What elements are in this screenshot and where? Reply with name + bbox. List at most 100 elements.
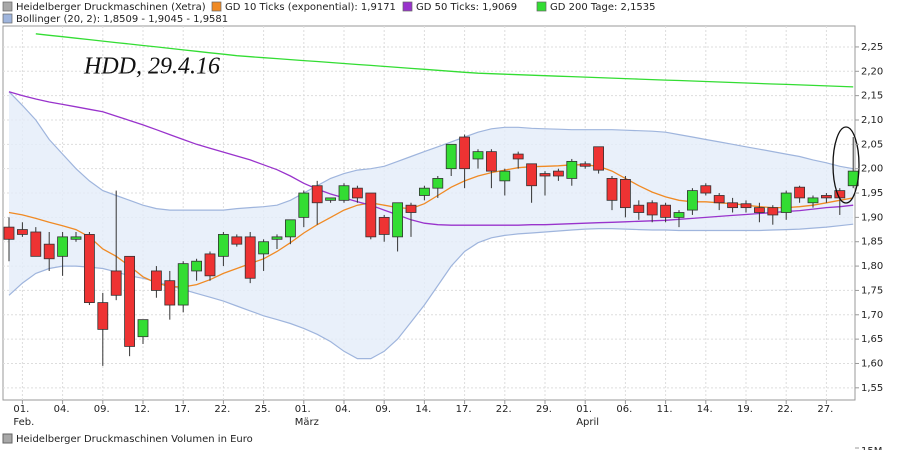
x-tick-label: 22. (496, 404, 512, 415)
x-tick-label: 11. (657, 404, 673, 415)
highlight-ellipse (832, 126, 860, 204)
average-line (8, 164, 854, 288)
candle-body (392, 202, 404, 238)
candle-body (325, 197, 337, 201)
candle-body (847, 170, 859, 187)
candle-body (780, 192, 792, 213)
average-line (35, 33, 854, 88)
candle-body (217, 234, 229, 257)
y-tick-label: 1,70 (861, 310, 883, 321)
annotation: HDD, 29.4.16 (83, 54, 220, 80)
y-tick-label: 1,85 (861, 237, 883, 248)
candle-body (164, 280, 176, 306)
x-tick-label: 29. (536, 404, 552, 415)
legend-swatch (211, 1, 222, 12)
y-tick-label: 1,80 (861, 261, 883, 272)
y-tick-label: 2,15 (861, 91, 883, 102)
legend-swatch (2, 1, 13, 12)
candle-body (298, 192, 310, 218)
candle-body (378, 216, 390, 235)
candle-body (110, 270, 122, 296)
candle-body (97, 302, 109, 330)
x-tick-label: 04. (335, 404, 351, 415)
candle-body (70, 236, 82, 240)
candle-body (30, 231, 42, 257)
candle-body (794, 186, 805, 199)
candle-body (459, 136, 471, 170)
candle-body (3, 226, 15, 240)
x-tick-label: 14. (415, 404, 431, 415)
legend-swatch (536, 1, 547, 12)
candle-body (405, 204, 417, 213)
y-tick-label: 2,05 (861, 139, 883, 150)
candle-body (43, 243, 55, 260)
legend-label: GD 10 Ticks (exponential): 1,9171 (225, 2, 396, 13)
candle-body (351, 187, 363, 199)
candle-body (191, 260, 203, 272)
candle-body (807, 197, 819, 204)
candle-body (244, 236, 256, 279)
legend-swatch (402, 1, 413, 12)
candle-body (754, 207, 765, 213)
x-tick-label: 14. (697, 404, 713, 415)
x-tick-label: 04. (54, 404, 70, 415)
candle-body (593, 146, 604, 171)
x-tick-label: 27. (817, 404, 833, 415)
candle-body (821, 195, 832, 199)
candle-body (606, 178, 618, 201)
candle-body (660, 204, 671, 218)
candle-body (472, 151, 484, 160)
candle-body (150, 270, 162, 291)
candle-body (539, 173, 551, 177)
candle-body (767, 207, 779, 216)
x-tick-label: 01. April (576, 404, 599, 428)
candle-body (271, 236, 283, 240)
candle-body (418, 187, 430, 196)
candle-body (633, 204, 645, 213)
candle-body (727, 202, 738, 209)
bollinger-band (9, 91, 854, 359)
y-tick-label: 1,95 (861, 188, 883, 199)
candle-body (687, 190, 698, 211)
candle-body (231, 236, 243, 245)
y-tick-label: 2,10 (861, 115, 883, 126)
y-tick-label: 1,65 (861, 334, 883, 345)
y-tick-label: 2,25 (861, 42, 883, 53)
candle-body (499, 170, 511, 182)
legend-swatch (2, 13, 13, 24)
candle-body (620, 178, 631, 209)
plot-layer (3, 26, 859, 400)
x-tick-label: 25. (255, 404, 271, 415)
candle-body (512, 153, 524, 160)
x-tick-label: 22. (777, 404, 793, 415)
y-tick-label: 2,00 (861, 164, 883, 175)
candle-body (485, 151, 497, 172)
candle-body (365, 192, 377, 238)
candle-body (713, 195, 725, 204)
y-tick-label: 2,20 (861, 66, 883, 77)
candle-body (84, 234, 95, 304)
candle-body (57, 236, 68, 257)
bollinger-upper (8, 91, 854, 211)
candle-body (311, 185, 323, 204)
x-tick-label: 09. (375, 404, 391, 415)
x-tick-label: 06. (616, 404, 632, 415)
candle-body (566, 160, 578, 179)
candle-body (284, 219, 296, 238)
x-tick-label: 01. Feb. (13, 404, 34, 428)
candle-body (432, 178, 444, 189)
candle-body (673, 212, 685, 218)
volume-title: Heidelberger Druckmaschinen Volumen in E… (16, 434, 253, 445)
candle-body (137, 319, 149, 338)
candle-body (338, 185, 350, 201)
legend-label: Bollinger (20, 2): 1,8509 - 1,9045 - 1,9… (16, 14, 228, 25)
y-tick-label: 1,90 (861, 212, 883, 223)
legend-label: GD 50 Ticks: 1,9069 (416, 2, 517, 13)
volume-legend-icon (2, 433, 13, 444)
x-tick-label: 22. (214, 404, 230, 415)
legend-label: Heidelberger Druckmaschinen (Xetra) (16, 2, 206, 13)
y-tick-label: 1,60 (861, 358, 883, 369)
candle-body (16, 229, 28, 235)
candle-body (646, 202, 658, 216)
